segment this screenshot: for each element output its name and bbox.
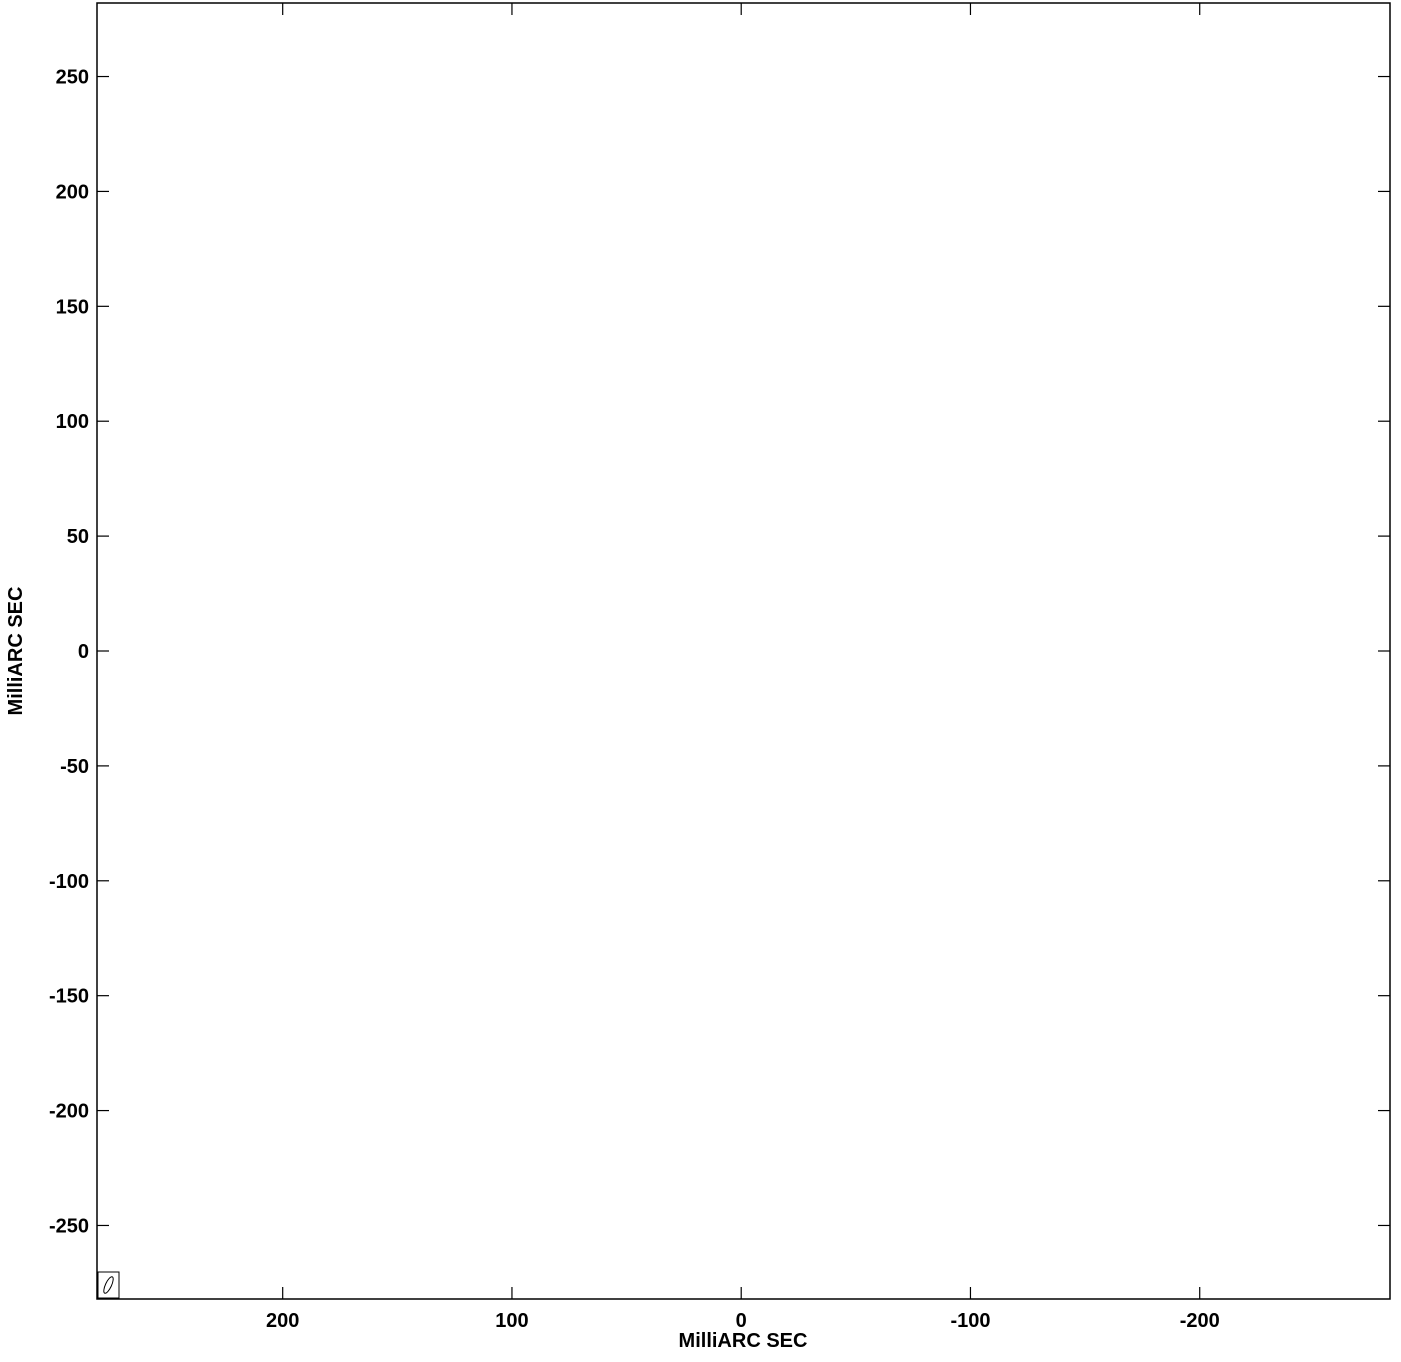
x-tick-label: -100 (950, 1310, 990, 1332)
y-axis-label: MilliARC SEC (5, 587, 27, 716)
beam-ellipse (103, 1276, 114, 1294)
y-tick-label: 150 (56, 296, 89, 318)
x-tick-label: 0 (736, 1310, 747, 1332)
y-tick-label: -250 (49, 1215, 89, 1237)
y-tick-label: -200 (49, 1101, 89, 1123)
y-tick-label: -100 (49, 871, 89, 893)
x-tick-label: 200 (266, 1310, 299, 1332)
beam (97, 1271, 120, 1299)
x-tick-label: 100 (495, 1310, 528, 1332)
y-tick-label: -50 (60, 756, 89, 778)
y-tick-label: 250 (56, 67, 89, 89)
plot-frame (96, 2, 1391, 1300)
y-tick-label: -150 (49, 986, 89, 1008)
beam-box (97, 1271, 120, 1299)
y-tick-label: 100 (56, 411, 89, 433)
x-tick-label: -200 (1180, 1310, 1220, 1332)
y-tick-label: 200 (56, 181, 89, 203)
y-tick-label: 0 (78, 641, 89, 663)
y-tick-label: 50 (67, 526, 89, 548)
x-axis-label: MilliARC SEC (679, 1330, 808, 1352)
